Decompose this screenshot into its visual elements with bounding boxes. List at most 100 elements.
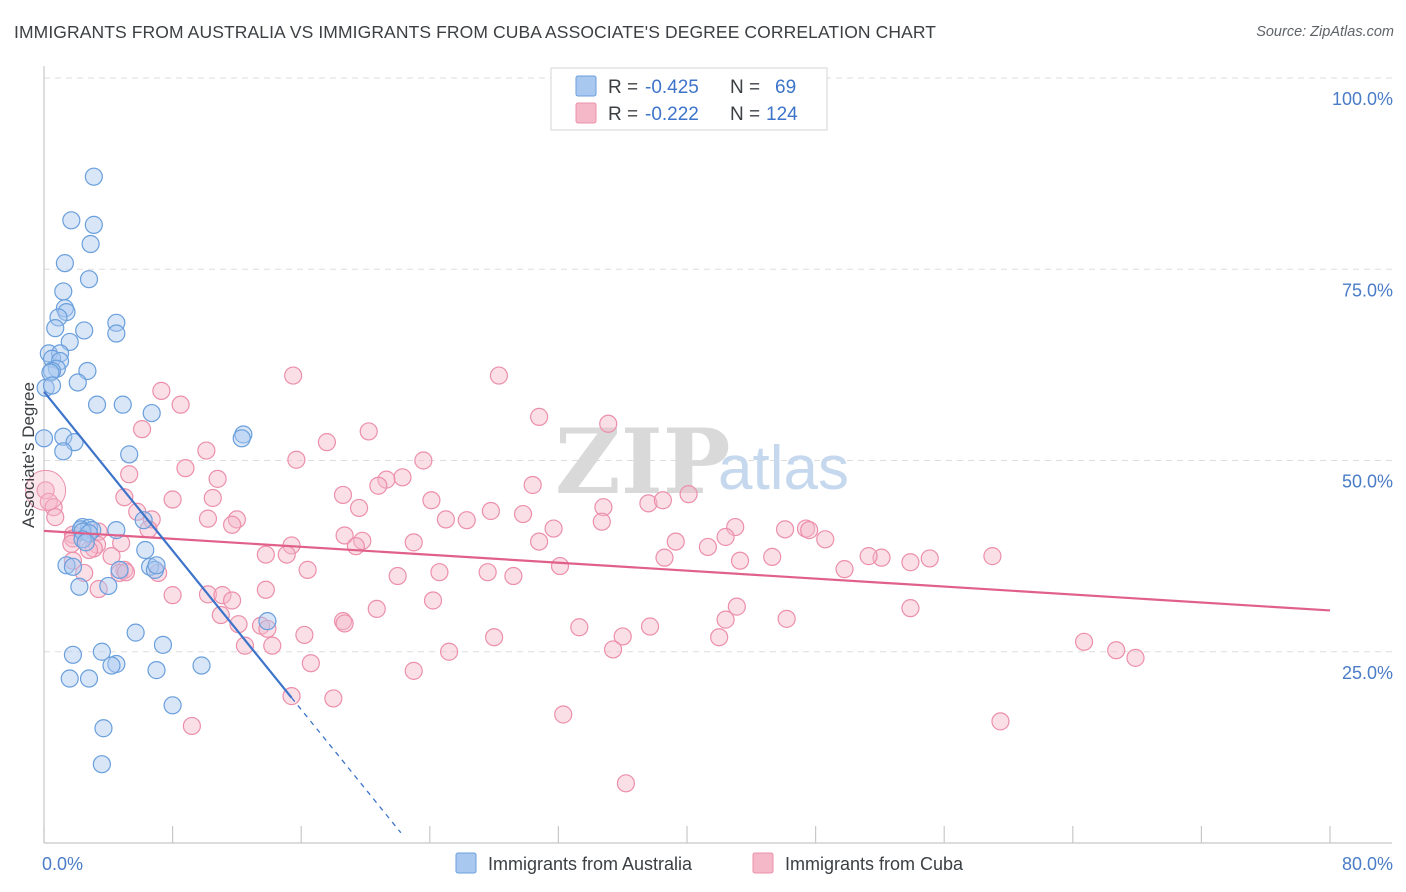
australia-point [110, 560, 129, 579]
australia-point [163, 696, 182, 715]
legend-r-label: R = [608, 77, 638, 98]
series-swatch-australia [455, 852, 477, 874]
australia-point [92, 642, 111, 661]
cuba-point [666, 532, 685, 551]
cuba-point [263, 636, 282, 655]
cuba-point [102, 547, 121, 566]
cuba-point [513, 504, 533, 524]
australia-point [75, 321, 94, 340]
y-tick-label: 25.0% [1342, 663, 1393, 683]
australia-point [232, 429, 251, 448]
australia-point [120, 445, 139, 464]
watermark-atlas: atlas [718, 434, 849, 503]
australia-point [63, 645, 83, 664]
australia-point [54, 427, 73, 446]
series-swatch-cuba [752, 852, 774, 874]
cuba-point [295, 625, 314, 645]
cuba-point [235, 636, 255, 655]
cuba-point [277, 545, 296, 564]
australia-point [84, 215, 103, 234]
legend-n-label: N = [730, 77, 760, 98]
australia-point [54, 282, 73, 301]
cuba-point [523, 475, 542, 495]
cuba-point [901, 599, 920, 618]
cuba-point [349, 498, 369, 518]
cuba-point [335, 614, 354, 633]
australia-point [113, 395, 132, 414]
australia-point [136, 540, 155, 560]
australia-point [70, 577, 89, 596]
australia-points [34, 167, 277, 774]
cuba-point [414, 451, 433, 470]
cuba-point [171, 395, 190, 414]
cuba-point [554, 705, 573, 724]
cuba-point [599, 414, 618, 433]
gridlines [44, 77, 1392, 653]
cuba-point [422, 491, 441, 510]
legend-n-value-australia: 69 [775, 77, 796, 98]
cuba-point [203, 488, 222, 508]
australia-point [94, 719, 113, 738]
australia-point [147, 556, 166, 575]
cuba-point [485, 628, 504, 647]
cuba-point [227, 510, 246, 529]
cuba-point [197, 441, 216, 460]
cuba-point [489, 366, 509, 385]
y-tick-labels: 25.0% 50.0% 75.0% 100.0% [1332, 89, 1393, 683]
cuba-point [346, 537, 365, 556]
australia-point [140, 557, 160, 576]
australia-point [63, 557, 83, 576]
cuba-point [213, 586, 232, 605]
cuba-point [613, 627, 632, 646]
series-legend: Immigrants from Australia Immigrants fro… [455, 852, 964, 874]
cuba-point [298, 560, 317, 579]
cuba-point [256, 580, 275, 599]
cuba-point [211, 605, 230, 625]
australia-point [87, 395, 107, 414]
cuba-point [75, 563, 94, 583]
cuba-point [983, 547, 1002, 566]
x-tick-label: 80.0% [1342, 854, 1393, 874]
cuba-point [727, 597, 746, 616]
australia-trend-extension [291, 697, 402, 834]
australia-point [73, 530, 92, 549]
cuba-point [324, 689, 343, 708]
cuba-point [457, 511, 476, 530]
cuba-point [763, 547, 782, 566]
cuba-point [430, 563, 449, 582]
cuba-point [423, 591, 443, 610]
cuba-point [544, 519, 563, 538]
legend-swatch-australia [575, 75, 597, 97]
cuba-point [1107, 641, 1126, 660]
cuba-point [639, 494, 658, 513]
cuba-point [730, 551, 750, 570]
trend-lines [43, 390, 1331, 834]
cuba-point [603, 640, 623, 659]
cuba-point-large [25, 469, 67, 511]
australia-point [46, 319, 65, 338]
series-label-australia: Immigrants from Australia [488, 854, 693, 874]
cuba-point [920, 549, 939, 568]
cuba-point [152, 381, 171, 400]
australia-point [102, 656, 121, 675]
legend-box [550, 67, 828, 131]
legend-r-value-cuba: -0.222 [645, 104, 699, 125]
cuba-point [182, 716, 201, 736]
cuba-point [439, 642, 459, 661]
cuba-point [570, 618, 589, 637]
source-credit: Source: ZipAtlas.com [1256, 24, 1394, 40]
cuba-point [616, 774, 636, 793]
australia-point [54, 442, 73, 461]
australia-point [79, 270, 99, 289]
cuba-point [176, 459, 195, 478]
cuba-point [716, 527, 735, 547]
australia-point [68, 373, 87, 392]
cuba-point [404, 661, 423, 680]
cuba-trend-line [43, 529, 1331, 612]
australia-point [55, 254, 74, 273]
australia-point [107, 313, 126, 332]
cuba-point [222, 515, 242, 534]
cuba-point [1126, 648, 1145, 667]
australia-point [62, 211, 81, 230]
